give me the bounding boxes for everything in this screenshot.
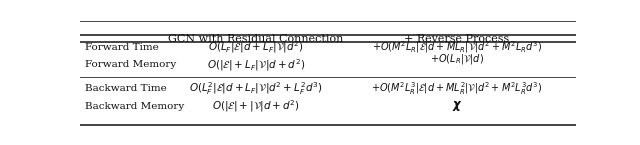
Text: $O(|\mathcal{E}| + |\mathcal{V}|d + d^2)$: $O(|\mathcal{E}| + |\mathcal{V}|d + d^2)… bbox=[212, 98, 300, 114]
Text: $\boldsymbol{\chi}$: $\boldsymbol{\chi}$ bbox=[452, 99, 462, 113]
Text: Backward Memory: Backward Memory bbox=[85, 102, 184, 111]
Text: Forward Memory: Forward Memory bbox=[85, 60, 176, 69]
Text: GCN with Residual Connection: GCN with Residual Connection bbox=[168, 34, 344, 44]
Text: Backward Time: Backward Time bbox=[85, 84, 166, 93]
Text: $+O(M^2L_R|\mathcal{E}|d + ML_R|\mathcal{V}|d^2 + M^2L_Rd^3)$: $+O(M^2L_R|\mathcal{E}|d + ML_R|\mathcal… bbox=[372, 40, 542, 55]
Text: $+O(L_R|\mathcal{V}|d)$: $+O(L_R|\mathcal{V}|d)$ bbox=[430, 52, 484, 66]
Text: + Reverse Process: + Reverse Process bbox=[404, 34, 509, 44]
Text: $O(L_F^2|\mathcal{E}|d + L_F|\mathcal{V}|d^2 + L_F^2d^3)$: $O(L_F^2|\mathcal{E}|d + L_F|\mathcal{V}… bbox=[189, 80, 323, 97]
Text: $+O(M^2L_R^3|\mathcal{E}|d + ML_R^2|\mathcal{V}|d^2 + M^2L_R^3d^3)$: $+O(M^2L_R^3|\mathcal{E}|d + ML_R^2|\mat… bbox=[371, 80, 543, 97]
Text: $O(|\mathcal{E}| + L_F|\mathcal{V}|d + d^2)$: $O(|\mathcal{E}| + L_F|\mathcal{V}|d + d… bbox=[207, 57, 305, 73]
Text: Forward Time: Forward Time bbox=[85, 43, 159, 52]
Text: $O(L_F|\mathcal{E}|d + L_F|\mathcal{V}|d^2)$: $O(L_F|\mathcal{E}|d + L_F|\mathcal{V}|d… bbox=[208, 40, 304, 55]
